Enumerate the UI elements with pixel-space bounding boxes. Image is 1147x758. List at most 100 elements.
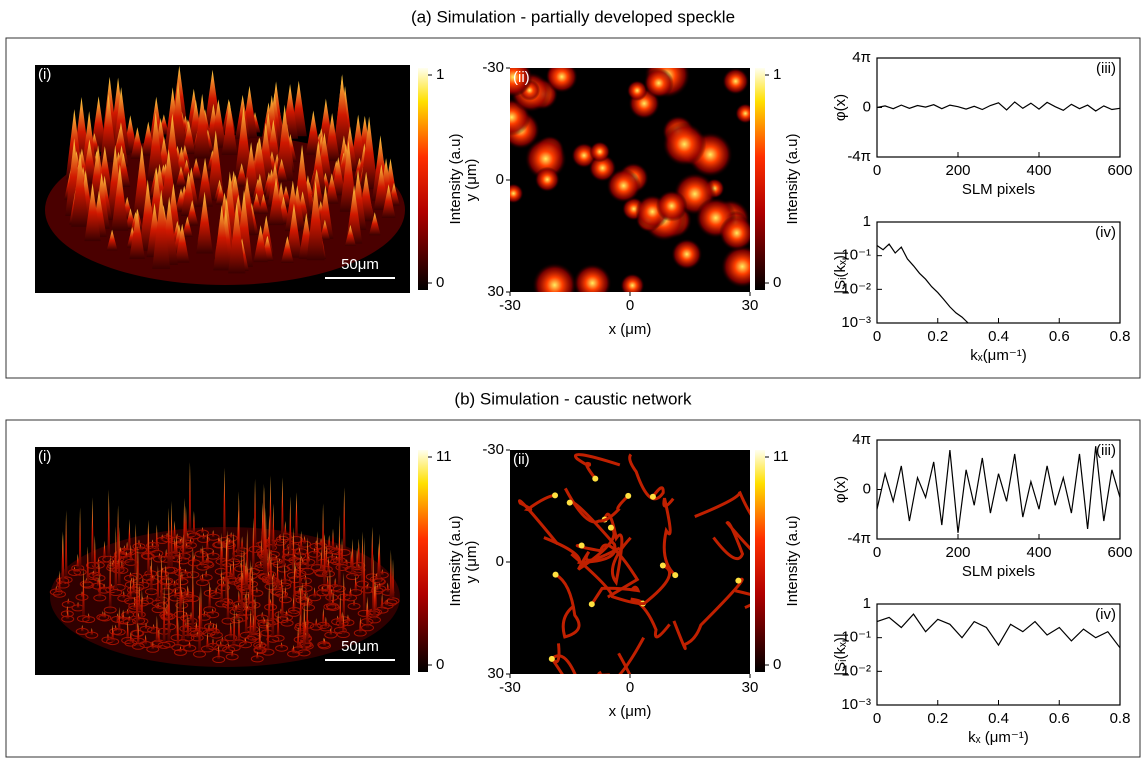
- surface-ridge: [266, 635, 280, 643]
- caustic-spot: [548, 655, 555, 662]
- caustic-spot: [592, 475, 599, 482]
- surface-spike: [330, 589, 334, 598]
- surface-spike: [129, 544, 133, 563]
- y-tick-label: 1: [863, 213, 871, 230]
- surface-spike: [292, 644, 296, 654]
- panel-label: (iv): [1095, 606, 1116, 623]
- surface-spike: [284, 180, 301, 232]
- section-title: (a) Simulation - partially developed spe…: [411, 7, 735, 26]
- surface-ridge: [157, 641, 171, 649]
- surface-spike: [231, 558, 235, 582]
- surface-ridge: [172, 587, 186, 595]
- surface-ridge: [193, 650, 207, 658]
- surface-ridge: [128, 602, 142, 610]
- surface-spike: [225, 534, 229, 602]
- surface-spike: [253, 225, 268, 263]
- surface-spike: [78, 507, 82, 573]
- surface-spike: [175, 166, 187, 187]
- surface-spike: [170, 500, 174, 571]
- colorbar-label: Intensity (a.u): [784, 516, 801, 607]
- surface-spike: [281, 236, 294, 263]
- surface-ridge: [194, 550, 208, 558]
- surface-spike: [152, 189, 171, 269]
- surface-spike: [132, 576, 136, 595]
- panel-label: (iii): [1096, 60, 1116, 77]
- surface-spike: [267, 571, 271, 581]
- surface-ridge: [316, 589, 330, 597]
- surface-spike: [300, 583, 304, 601]
- surface-spike: [368, 212, 381, 236]
- surface-spike: [269, 554, 273, 587]
- surface-spike: [355, 547, 359, 573]
- surface-spike: [285, 203, 302, 258]
- caustic-line: [570, 552, 671, 606]
- surface-spike: [260, 539, 264, 565]
- surface-spike: [174, 223, 190, 263]
- surface-spike: [111, 624, 115, 642]
- surface-spike: [298, 551, 302, 590]
- surface-spike: [236, 509, 240, 559]
- caustic-line: [628, 453, 665, 501]
- caustic-spot: [566, 499, 573, 506]
- caustic-spot: [659, 562, 666, 569]
- x-tick-label: 0: [873, 544, 881, 561]
- surface-ridge: [287, 609, 301, 617]
- caustic-line: [543, 500, 617, 564]
- colorbar: [755, 450, 765, 672]
- surface-ridge: [131, 642, 145, 650]
- surface-ridge: [103, 606, 117, 614]
- surface-spike: [65, 606, 69, 614]
- surface-spike: [215, 184, 226, 205]
- surface-ridge: [61, 600, 75, 608]
- surface-spike: [217, 537, 221, 545]
- surface-spike: [232, 608, 236, 648]
- surface-spike: [354, 575, 358, 593]
- surface-ridge: [82, 616, 96, 624]
- surface-spike: [292, 596, 296, 614]
- surface-spike: [98, 574, 102, 598]
- x-tick-label: 0.4: [988, 328, 1009, 345]
- surface-spike: [253, 478, 257, 550]
- surface-spike: [357, 538, 361, 566]
- surface-spike: [299, 585, 303, 628]
- surface-spike: [251, 614, 255, 638]
- surface-ridge: [97, 555, 111, 563]
- surface-spike: [237, 590, 241, 605]
- surface-ridge: [262, 619, 276, 627]
- surface-spike: [211, 638, 215, 647]
- surface-ridge: [203, 606, 217, 614]
- surface-ridge: [222, 646, 236, 654]
- surface-spike: [373, 164, 389, 210]
- scale-bar-label: 50μm: [341, 256, 379, 273]
- surface-spike: [182, 216, 193, 237]
- surface-ridge: [173, 648, 187, 656]
- surface-spike: [251, 193, 262, 214]
- surface-ridge: [98, 614, 112, 622]
- speckle: [532, 262, 578, 292]
- surface-spike: [66, 610, 70, 620]
- surface-spike: [267, 583, 271, 624]
- surface-ridge: [222, 541, 236, 549]
- surface-ridge: [275, 644, 289, 652]
- surface-spike: [226, 578, 230, 622]
- speckle: [671, 238, 703, 270]
- surface-spike: [159, 554, 163, 606]
- surface-spike: [137, 583, 141, 615]
- surface-spike: [288, 496, 292, 558]
- x-tick-label: 30: [742, 679, 759, 696]
- surface-spike: [84, 183, 101, 242]
- scale-bar-label: 50μm: [341, 638, 379, 655]
- surface-spike: [173, 588, 177, 599]
- surface-ridge: [184, 617, 198, 625]
- surface-ridge: [215, 639, 229, 647]
- surface-spike: [351, 538, 355, 577]
- surface-spike: [156, 565, 160, 604]
- surface-ridge: [225, 653, 239, 661]
- surface-spike: [188, 462, 192, 535]
- x-tick-label: 0.2: [927, 328, 948, 345]
- surface-spike: [255, 651, 259, 659]
- surface-spike: [176, 617, 180, 648]
- y-tick-label: -30: [482, 59, 504, 76]
- caustic-line: [590, 585, 641, 606]
